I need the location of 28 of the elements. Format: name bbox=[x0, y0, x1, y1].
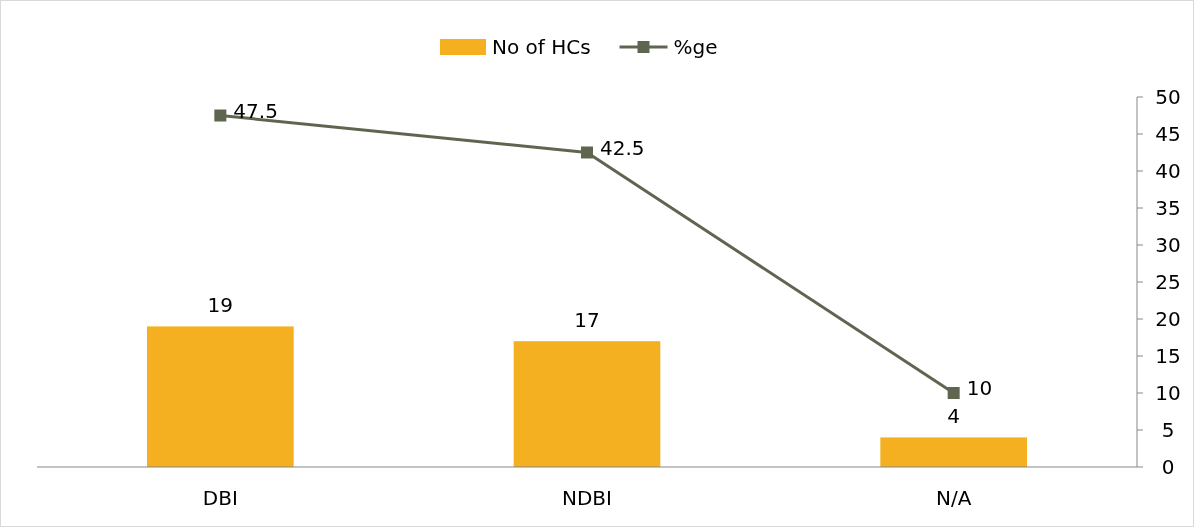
y-tick-label: 20 bbox=[1155, 307, 1181, 331]
y-tick-label: 40 bbox=[1155, 159, 1181, 183]
x-tick-label: N/A bbox=[935, 486, 972, 510]
data-label: 4 bbox=[947, 404, 961, 429]
y-tick-label: 30 bbox=[1155, 233, 1181, 257]
bar bbox=[880, 437, 1027, 467]
point bbox=[947, 387, 960, 399]
data-label: 47.5 bbox=[233, 98, 278, 123]
data-label: 19 bbox=[207, 293, 234, 318]
data-label: 10 bbox=[966, 376, 993, 400]
x-tick-label: NDBI bbox=[562, 486, 612, 510]
y-tick-label: 45 bbox=[1155, 122, 1181, 146]
y-tick-label: 15 bbox=[1155, 344, 1181, 368]
y-tick-label: 0 bbox=[1161, 455, 1175, 479]
y-tick-label: 25 bbox=[1155, 270, 1181, 294]
y-tick-label: 35 bbox=[1155, 196, 1181, 220]
data-label: 17 bbox=[574, 308, 600, 333]
y-tick-label: 10 bbox=[1155, 381, 1181, 405]
y-tick-label: 50 bbox=[1155, 85, 1181, 109]
data-label: 42.5 bbox=[600, 135, 645, 160]
legend-label: %ge bbox=[673, 35, 718, 59]
y-tick-label: 5 bbox=[1161, 418, 1175, 442]
bar bbox=[147, 326, 294, 467]
legend-label: No of HCs bbox=[492, 35, 591, 59]
point bbox=[214, 109, 227, 122]
point bbox=[581, 146, 593, 159]
x-tick-label: DBI bbox=[202, 486, 238, 510]
bar bbox=[513, 341, 661, 467]
